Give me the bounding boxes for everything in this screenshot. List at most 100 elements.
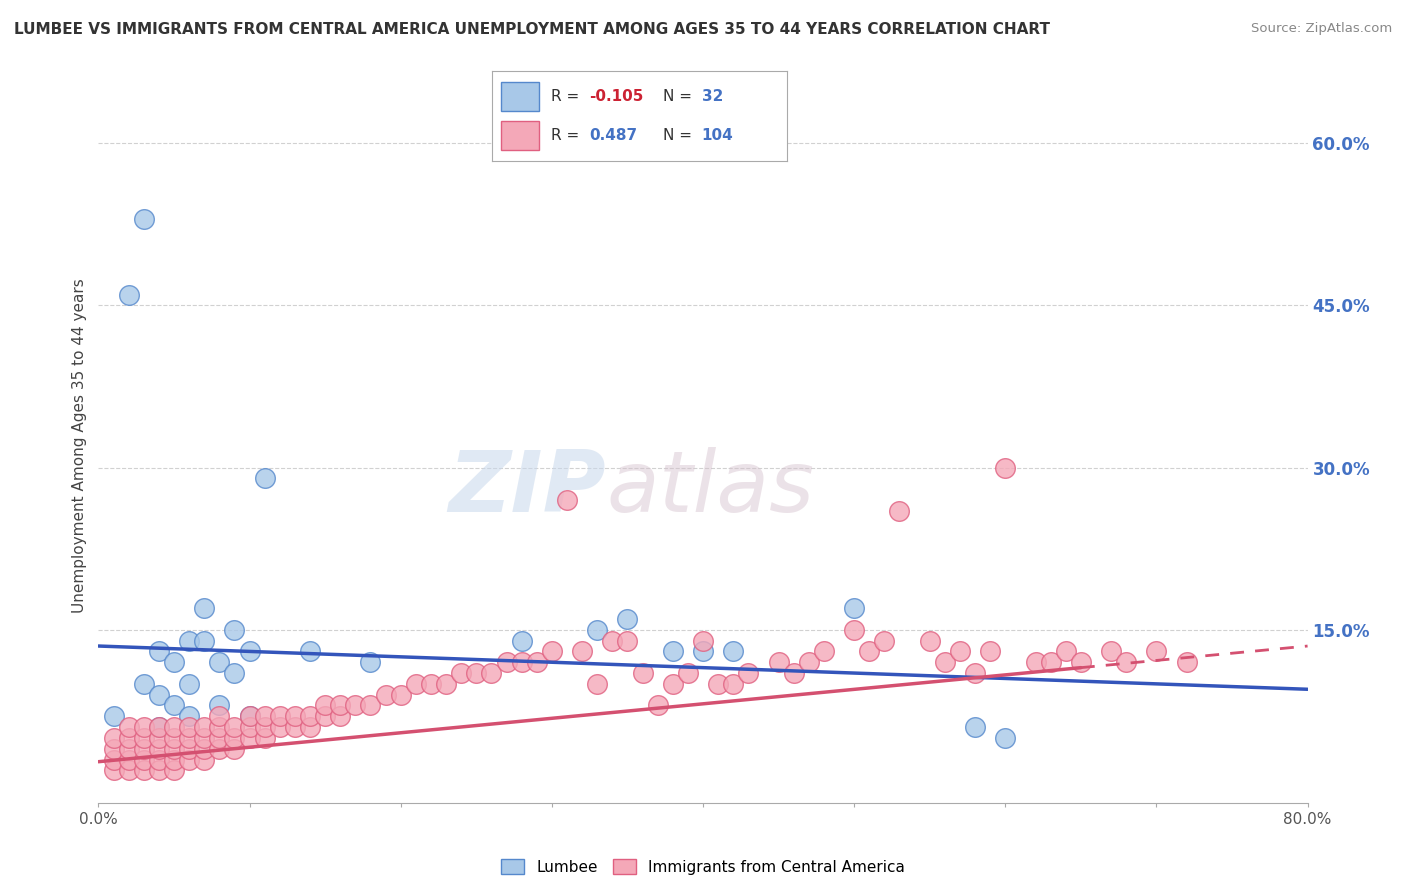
Point: [692, 633, 714, 648]
Point: [420, 677, 443, 691]
Point: [965, 666, 987, 681]
Point: [299, 720, 322, 734]
Point: [571, 644, 593, 658]
Point: [224, 720, 246, 734]
Point: [253, 709, 276, 723]
Point: [208, 731, 231, 745]
Point: [676, 666, 699, 681]
Point: [148, 644, 170, 658]
Point: [299, 644, 322, 658]
Point: [616, 633, 638, 648]
Point: [768, 655, 790, 669]
Text: Source: ZipAtlas.com: Source: ZipAtlas.com: [1251, 22, 1392, 36]
Point: [949, 644, 972, 658]
Bar: [501, 82, 540, 111]
Point: [239, 644, 262, 658]
Point: [179, 753, 201, 767]
Point: [118, 731, 141, 745]
Point: [253, 731, 276, 745]
Point: [314, 709, 336, 723]
Point: [1024, 655, 1046, 669]
Point: [148, 720, 170, 734]
Point: [631, 666, 654, 681]
Point: [163, 655, 186, 669]
Point: [132, 720, 155, 734]
Text: 32: 32: [702, 89, 723, 103]
Point: [450, 666, 472, 681]
Point: [647, 698, 669, 713]
Point: [465, 666, 488, 681]
Point: [813, 644, 835, 658]
Point: [132, 677, 155, 691]
Point: [889, 504, 911, 518]
Text: 0.487: 0.487: [589, 128, 638, 143]
Point: [179, 677, 201, 691]
Point: [193, 720, 215, 734]
Point: [118, 764, 141, 778]
Point: [1070, 655, 1092, 669]
Point: [163, 741, 186, 756]
Point: [344, 698, 367, 713]
Point: [555, 493, 578, 508]
Point: [526, 655, 548, 669]
Point: [389, 688, 412, 702]
Point: [163, 698, 186, 713]
Point: [269, 720, 291, 734]
Point: [239, 709, 262, 723]
Text: R =: R =: [551, 128, 585, 143]
Text: -0.105: -0.105: [589, 89, 644, 103]
Point: [103, 709, 125, 723]
Point: [148, 753, 170, 767]
Point: [360, 655, 382, 669]
Point: [1039, 655, 1062, 669]
Point: [118, 753, 141, 767]
Point: [965, 720, 987, 734]
Point: [374, 688, 396, 702]
Point: [148, 741, 170, 756]
Point: [118, 287, 141, 301]
Point: [148, 688, 170, 702]
Point: [269, 709, 291, 723]
Point: [193, 753, 215, 767]
Point: [132, 764, 155, 778]
Point: [208, 698, 231, 713]
Point: [1175, 655, 1198, 669]
Point: [994, 460, 1017, 475]
Point: [103, 764, 125, 778]
Point: [193, 601, 215, 615]
Point: [918, 633, 941, 648]
Point: [1099, 644, 1122, 658]
Point: [934, 655, 956, 669]
Point: [405, 677, 427, 691]
Point: [239, 731, 262, 745]
Point: [723, 677, 745, 691]
Point: [193, 633, 215, 648]
Point: [148, 731, 170, 745]
Point: [692, 644, 714, 658]
Y-axis label: Unemployment Among Ages 35 to 44 years: Unemployment Among Ages 35 to 44 years: [72, 278, 87, 614]
Point: [224, 666, 246, 681]
Point: [132, 211, 155, 226]
Point: [208, 655, 231, 669]
Point: [103, 741, 125, 756]
Point: [540, 644, 562, 658]
Point: [434, 677, 457, 691]
Point: [118, 720, 141, 734]
Point: [239, 709, 262, 723]
Point: [163, 720, 186, 734]
Point: [208, 741, 231, 756]
Text: ZIP: ZIP: [449, 447, 606, 531]
Point: [224, 741, 246, 756]
Point: [481, 666, 503, 681]
Point: [797, 655, 820, 669]
Text: atlas: atlas: [606, 447, 814, 531]
Point: [1144, 644, 1167, 658]
Point: [1054, 644, 1077, 658]
Point: [284, 709, 307, 723]
Point: [873, 633, 896, 648]
Point: [783, 666, 806, 681]
Point: [118, 741, 141, 756]
Point: [723, 644, 745, 658]
Point: [510, 633, 533, 648]
Point: [616, 612, 638, 626]
